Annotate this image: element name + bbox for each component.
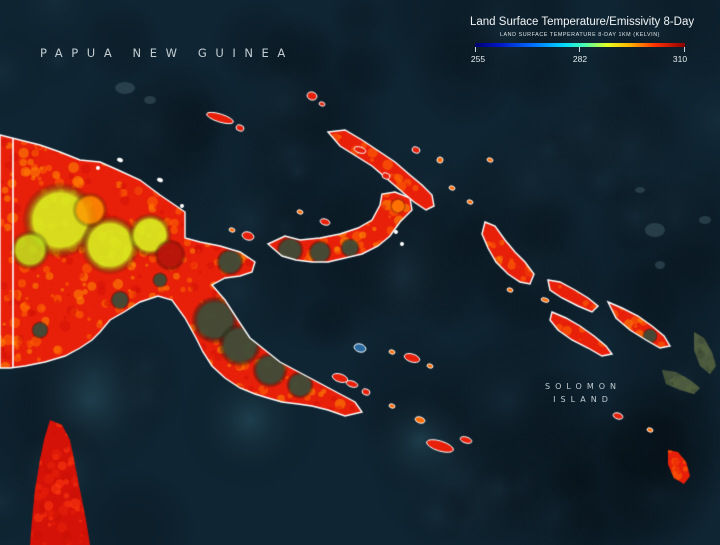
- legend-ticks: 255 282 310: [471, 47, 688, 65]
- map-legend: Land Surface Temperature/Emissivity 8-Da…: [470, 16, 695, 65]
- region-label-papua-new-guinea: PAPUA NEW GUINEA: [40, 46, 294, 60]
- solomon-label-line1: SOLOMON: [545, 382, 622, 391]
- region-label-solomon-island: SOLOMON ISLAND: [545, 380, 621, 406]
- legend-title: Land Surface Temperature/Emissivity 8-Da…: [470, 16, 695, 28]
- legend-max-label: 310: [672, 54, 688, 64]
- legend-tick-max: [684, 47, 685, 52]
- solomon-label-line2: ISLAND: [553, 395, 613, 404]
- legend-colorbar: [475, 43, 685, 47]
- legend-mid-label: 282: [572, 54, 588, 64]
- legend-tick-min: [475, 47, 476, 52]
- legend-tick-mid: [579, 47, 580, 52]
- legend-subtitle: LAND SURFACE TEMPERATURE 8-DAY 1KM (KELV…: [499, 32, 661, 38]
- legend-min-label: 255: [470, 54, 486, 64]
